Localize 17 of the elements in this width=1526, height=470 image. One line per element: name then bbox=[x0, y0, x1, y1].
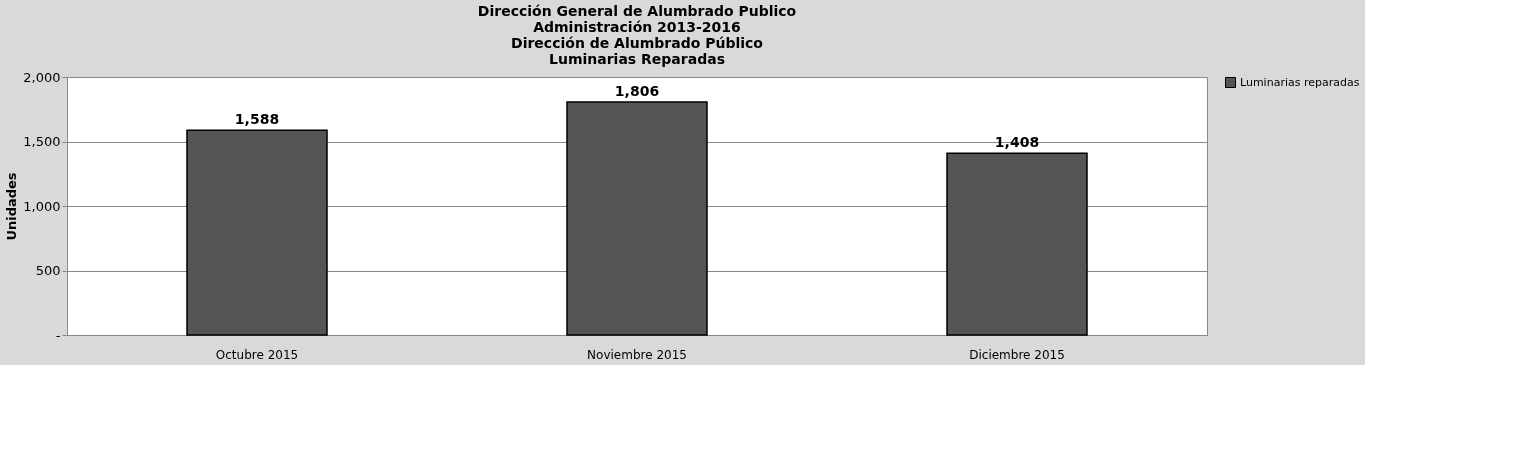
x-tick-label: Octubre 2015 bbox=[215, 347, 299, 362]
y-tick-label: 1,500 bbox=[23, 134, 61, 149]
y-tick-label: - bbox=[55, 327, 61, 343]
legend-label: Luminarias reparadas bbox=[1240, 75, 1360, 89]
text: 1,588 bbox=[234, 111, 280, 128]
x-tick-label: Diciembre 2015 bbox=[969, 347, 1065, 362]
x-tick-label: Noviembre 2015 bbox=[587, 347, 687, 362]
y-tick-label: 500 bbox=[35, 263, 61, 278]
text: 1,408 bbox=[994, 134, 1040, 151]
bar bbox=[566, 101, 708, 336]
y-tick-label: 1,000 bbox=[23, 198, 61, 214]
y-tick-label: 2,000 bbox=[23, 69, 61, 85]
text: 1,806 bbox=[614, 83, 660, 100]
bar bbox=[946, 152, 1088, 336]
chart-title: Dirección General de Alumbrado Publico Administración 2013-2016 Dirección de Alumbrado Público Luminarias Reparadas bbox=[477, 3, 797, 67]
bar bbox=[186, 129, 328, 336]
y-axis-title: Unidades bbox=[4, 172, 20, 241]
